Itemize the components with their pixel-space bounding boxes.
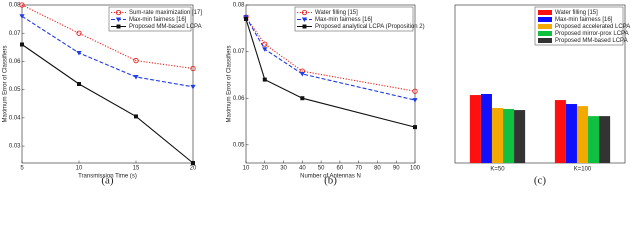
marker	[412, 88, 418, 94]
marker	[77, 82, 81, 86]
x-tick-label: 5	[20, 166, 24, 172]
series-line	[245, 18, 416, 128]
marker	[262, 41, 268, 47]
y-axis-label: Maximum Error of Classifiers	[227, 45, 233, 122]
series-line	[245, 16, 416, 101]
caption: (c)	[534, 175, 547, 187]
y-tick-label: 0.08	[9, 3, 21, 9]
bar	[469, 95, 481, 163]
marker	[19, 2, 25, 8]
subplot: 0.03 0.04 0.05 0.06 0.07 0.08 5 10 15 20 Transmiss…	[3, 2, 202, 187]
y-tick-label: 0.05	[9, 87, 21, 93]
y-tick-label: 0.08	[233, 3, 245, 9]
x-tick-label: 70	[355, 166, 362, 172]
series-line	[21, 4, 194, 70]
subplot: 0.05 0.06 0.07 0.08 10 20 30 40 50 60 70 80 90 100 Num…	[227, 3, 425, 187]
subplot: K=50 K=100 Water filling [15]Max-min fairn…	[454, 4, 630, 187]
marker	[134, 114, 138, 119]
legend-swatch	[538, 10, 552, 15]
bar	[503, 109, 515, 163]
marker	[115, 9, 122, 16]
figure: 0.03 0.04 0.05 0.06 0.07 0.08 5 10 15 20 Transmiss…	[3, 2, 630, 187]
marker	[302, 24, 307, 29]
x-tick-label: 90	[393, 166, 400, 172]
marker	[133, 57, 139, 64]
y-tick-label: 0.06	[233, 96, 245, 102]
x-tick-label: 100	[410, 166, 421, 172]
y-tick-label: 0.04	[9, 115, 21, 121]
marker	[190, 65, 196, 72]
marker	[20, 42, 24, 47]
legend-label: Water filling [15]	[555, 10, 598, 16]
bar	[565, 104, 577, 163]
plot-area	[21, 4, 194, 164]
x-axis-label: Number of Antennas N	[300, 174, 361, 180]
y-tick-label: 0.07	[9, 31, 21, 37]
marker	[301, 17, 308, 22]
bar	[576, 106, 589, 163]
legend-swatch	[538, 24, 552, 29]
x-tick-label: 80	[374, 166, 381, 172]
x-tick-label: 30	[280, 166, 287, 172]
caption: (a)	[101, 175, 114, 187]
y-tick-label: 0.03	[9, 144, 21, 150]
marker	[262, 77, 267, 82]
legend-label: Proposed analytical LCPA (Proposition 2)	[315, 24, 425, 30]
series-line	[245, 16, 416, 92]
x-tick-label: 20	[261, 166, 268, 172]
marker	[133, 74, 139, 80]
marker	[413, 125, 417, 130]
x-tick-label: 40	[299, 166, 306, 172]
marker	[191, 161, 195, 165]
x-tick-label: 10	[243, 166, 250, 172]
legend-swatch	[538, 31, 552, 36]
legend-label: Max-min fairness [16]	[129, 17, 187, 23]
y-tick-label: 0.06	[9, 59, 21, 65]
marker	[412, 98, 418, 103]
legend-label: Proposed accelerated LCPA	[555, 24, 630, 30]
legend-label: Proposed MM-based LCPA	[555, 38, 628, 44]
x-tick-label: 10	[76, 166, 83, 172]
marker	[244, 16, 248, 21]
marker	[262, 47, 268, 52]
bar	[514, 110, 526, 163]
plot-area	[245, 4, 416, 164]
legend-swatch	[538, 17, 552, 22]
x-tick-label: 50	[318, 166, 325, 172]
legend-label: Max-min fairness [16]	[555, 17, 613, 23]
x-tick-label: 20	[190, 166, 197, 172]
marker	[19, 14, 25, 19]
x-tick-label: 60	[337, 166, 344, 172]
legend-label: Proposed mirror-prox LCPA	[555, 31, 629, 37]
caption: (b)	[324, 175, 337, 187]
legend-swatch	[538, 38, 552, 43]
y-tick-label: 0.07	[233, 49, 245, 55]
legend-label: Proposed MM-based LCPA	[129, 24, 202, 30]
series-line	[21, 44, 194, 164]
bar	[554, 100, 566, 163]
marker	[76, 50, 82, 56]
bar	[480, 94, 492, 163]
series-line	[21, 15, 194, 88]
legend-label: Water filling [15]	[315, 10, 358, 16]
marker	[301, 9, 308, 16]
legend-label: Sum-rate maximization [17]	[129, 10, 202, 16]
bar	[491, 107, 504, 163]
x-tick-label: K=50	[490, 167, 505, 173]
x-tick-label: 15	[133, 166, 140, 172]
marker	[300, 96, 305, 101]
legend-box	[294, 6, 414, 32]
marker	[190, 84, 196, 90]
legend-label: Max-min fairness [16]	[315, 17, 373, 23]
y-tick-label: 0.05	[233, 142, 245, 148]
x-tick-label: K=100	[574, 167, 592, 173]
x-axis-label: Transmission Time (s)	[78, 174, 137, 180]
bar	[599, 116, 611, 163]
bar	[588, 116, 600, 163]
y-axis-label: Maximum Error of Classifiers	[3, 45, 9, 122]
marker	[299, 71, 305, 77]
marker	[116, 24, 121, 29]
marker	[76, 30, 82, 36]
marker	[115, 17, 122, 22]
